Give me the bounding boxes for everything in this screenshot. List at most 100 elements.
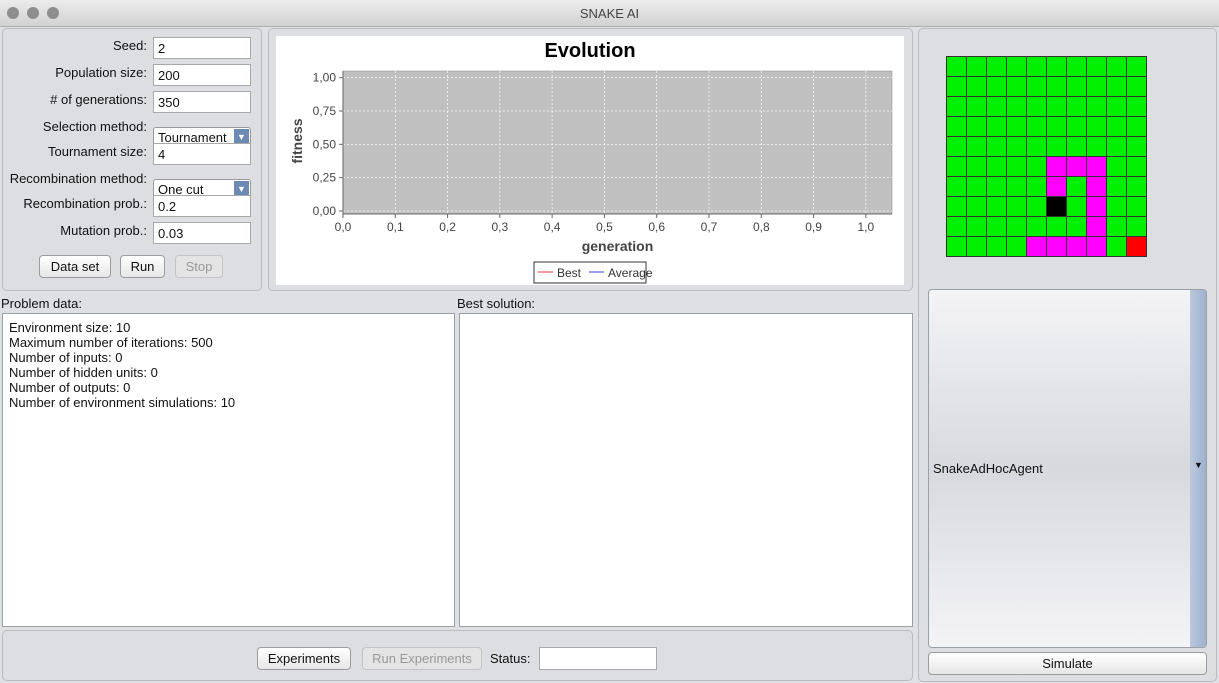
stop-button: Stop (175, 255, 223, 278)
board-cell (1046, 196, 1067, 217)
board-cell (1086, 136, 1107, 157)
board-cell (1086, 236, 1107, 257)
field-value: 2 (158, 41, 166, 56)
board-cell (1006, 56, 1027, 77)
board-cell (1066, 156, 1087, 177)
board-cell (1126, 56, 1147, 77)
board-cell (1026, 176, 1047, 197)
field-value: 200 (158, 68, 180, 83)
x-tick-label: 0,7 (701, 220, 718, 234)
board-cell (986, 156, 1007, 177)
board-cell (1006, 236, 1027, 257)
field-value: 0.2 (158, 199, 177, 214)
minimize-button[interactable] (27, 7, 39, 19)
board-cell (1066, 216, 1087, 237)
y-tick-label: 0,50 (313, 137, 337, 151)
text-field[interactable]: 200 (153, 64, 251, 86)
board-cell (1126, 96, 1147, 117)
text-field[interactable]: 0.03 (153, 222, 251, 244)
board-cell (986, 196, 1007, 217)
board-cell (1126, 236, 1147, 257)
board-cell (1066, 56, 1087, 77)
board-cell (1126, 216, 1147, 237)
board-cell (1026, 76, 1047, 97)
problem-line: Number of environment simulations: 10 (9, 395, 236, 410)
problem-line: Environment size: 10 (9, 320, 131, 335)
board-cell (1046, 96, 1067, 117)
board-cell (1026, 216, 1047, 237)
experiments-button[interactable]: Experiments (257, 647, 351, 670)
board-cell (1026, 116, 1047, 137)
board-cell (1046, 56, 1067, 77)
board-cell (946, 96, 967, 117)
board-cell (1106, 116, 1127, 137)
board-cell (986, 56, 1007, 77)
board-cell (946, 216, 967, 237)
board-cell (986, 176, 1007, 197)
board-cell (1126, 196, 1147, 217)
text-field[interactable]: 0.2 (153, 195, 251, 217)
board-cell (1106, 216, 1127, 237)
board-cell (946, 76, 967, 97)
board-cell (946, 56, 967, 77)
y-axis-label: fitness (289, 118, 305, 163)
problem-line: Number of hidden units: 0 (9, 365, 158, 380)
y-tick-label: 0,25 (313, 171, 337, 185)
agent-selector[interactable]: SnakeAdHocAgent ▼ (928, 289, 1207, 648)
x-tick-label: 0,5 (596, 220, 613, 234)
board-cell (966, 196, 987, 217)
board-cell (986, 96, 1007, 117)
status-label: Status: (490, 651, 531, 666)
x-tick-label: 0,9 (805, 220, 822, 234)
simulate-button[interactable]: Simulate (928, 652, 1207, 675)
data-set-button[interactable]: Data set (39, 255, 111, 278)
board-cell (1046, 136, 1067, 157)
best-solution-text (459, 313, 913, 627)
x-tick-label: 0,8 (753, 220, 770, 234)
run-button[interactable]: Run (120, 255, 165, 278)
y-tick-label: 1,00 (313, 71, 337, 85)
board-cell (946, 156, 967, 177)
board-cell (1066, 116, 1087, 137)
board-cell (1006, 116, 1027, 137)
board-cell (1006, 96, 1027, 117)
board-cell (1006, 156, 1027, 177)
x-tick-label: 0,3 (492, 220, 509, 234)
dropdown-arrow: ▼ (234, 181, 249, 198)
board-cell (986, 76, 1007, 97)
board-cell (966, 136, 987, 157)
legend-label: Average (608, 266, 653, 280)
board-cell (986, 136, 1007, 157)
x-tick-label: 0,0 (335, 220, 352, 234)
board-cell (1066, 236, 1087, 257)
window-title: SNAKE AI (579, 6, 640, 21)
field-value: 0.03 (158, 226, 184, 241)
close-button[interactable] (7, 7, 19, 19)
best-solution-label: Best solution: (457, 296, 536, 311)
status-field[interactable] (539, 647, 657, 670)
board-cell (946, 116, 967, 137)
text-field[interactable]: 4 (153, 143, 251, 165)
problem-line: Number of inputs: 0 (9, 350, 123, 365)
field-label: Seed: (113, 38, 147, 53)
y-tick-label: 0,00 (313, 204, 337, 218)
board-cell (1106, 76, 1127, 97)
scroll-arrow[interactable]: ▼ (1190, 290, 1206, 647)
dropdown[interactable]: One cut ▼ (153, 179, 251, 200)
board-cell (1106, 196, 1127, 217)
board-cell (1086, 196, 1107, 217)
board-cell (1046, 176, 1067, 197)
text-field[interactable]: 350 (153, 91, 251, 113)
dropdown[interactable]: Tournament ▼ (153, 127, 251, 148)
board-cell (1106, 96, 1127, 117)
board-cell (1126, 116, 1147, 137)
board-cell (1086, 156, 1107, 177)
field-label: Recombination prob.: (23, 196, 147, 211)
text-field[interactable]: 2 (153, 37, 251, 59)
field-label: Tournament size: (48, 144, 147, 159)
board-cell (1086, 96, 1107, 117)
x-axis-label: generation (582, 238, 654, 254)
board-cell (1006, 216, 1027, 237)
board-cell (1026, 196, 1047, 217)
zoom-button[interactable] (47, 7, 59, 19)
